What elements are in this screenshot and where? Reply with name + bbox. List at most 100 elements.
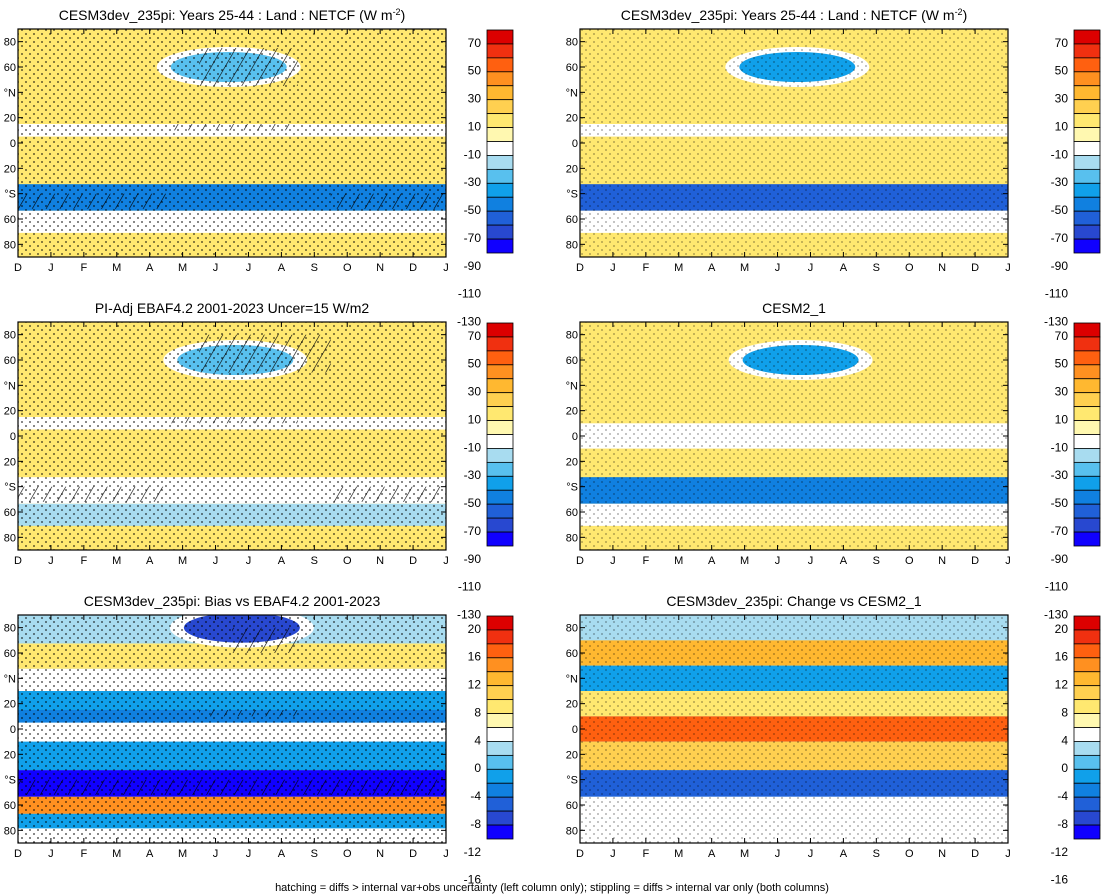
x-tick-label: D xyxy=(409,262,417,274)
colorbar-swatch xyxy=(486,57,514,73)
colorbar-label: -130 xyxy=(457,608,481,622)
x-tick-label: J xyxy=(246,555,252,567)
colorbar-swatch xyxy=(1073,196,1101,212)
colorbar-label: -12 xyxy=(464,845,482,859)
colorbar-swatch xyxy=(486,141,514,156)
colorbar-label: -90 xyxy=(464,552,482,566)
panel-6: CESM3dev_235pi: Change vs CESM2_1 D J F M A M J… xyxy=(566,593,1011,860)
colorbar-swatch xyxy=(486,741,514,756)
colorbar-label: -110 xyxy=(1045,580,1068,594)
y-tick-label: 60 xyxy=(4,507,16,519)
colorbar-label: -70 xyxy=(464,231,482,245)
y-tick-label: 60 xyxy=(566,800,578,812)
colorbar-label: 10 xyxy=(1055,119,1069,133)
stippling-overlay xyxy=(580,29,1008,257)
colorbar-swatch xyxy=(1073,364,1101,380)
colorbar-label: -4 xyxy=(470,789,481,803)
colorbar-swatch xyxy=(486,782,514,798)
colorbar-label: 16 xyxy=(468,650,482,664)
colorbar-swatch xyxy=(486,168,514,184)
y-tick-label: 20 xyxy=(4,163,16,175)
colorbar-swatch xyxy=(1073,489,1101,505)
x-tick-label: A xyxy=(840,262,848,274)
x-tick-label: A xyxy=(708,555,716,567)
x-tick-label: J xyxy=(443,262,449,274)
colorbar-swatch xyxy=(1073,810,1101,826)
x-tick-label: F xyxy=(642,848,649,860)
colorbar-swatch xyxy=(486,182,514,198)
colorbar-swatch xyxy=(1073,406,1101,421)
panel-title: CESM3dev_235pi: Years 25-44 : Land : NET… xyxy=(621,7,968,23)
colorbar-label: -12 xyxy=(1051,845,1069,859)
x-tick-label: J xyxy=(775,262,781,274)
colorbar-label: 10 xyxy=(468,119,482,133)
hatch-region xyxy=(199,710,298,717)
colorbar-label: 8 xyxy=(474,705,481,719)
x-tick-label: M xyxy=(740,262,749,274)
colorbar-label: -70 xyxy=(1051,524,1069,538)
colorbar-label: -4 xyxy=(1057,789,1068,803)
y-tick-label: 80 xyxy=(566,532,578,544)
x-tick-label: M xyxy=(674,555,683,567)
y-tick-label: 20 xyxy=(4,456,16,468)
x-tick-label: A xyxy=(278,848,286,860)
x-tick-label: N xyxy=(376,848,384,860)
colorbar-label: 20 xyxy=(468,622,482,636)
colorbar-swatch xyxy=(1073,713,1101,728)
panel-title-sup: -2 xyxy=(955,7,963,17)
x-tick-label: D xyxy=(14,555,22,567)
x-tick-label: D xyxy=(14,848,22,860)
x-tick-label: D xyxy=(971,848,979,860)
colorbar-swatch xyxy=(486,503,514,519)
colorbar-label: 10 xyxy=(1055,412,1069,426)
x-tick-label: A xyxy=(278,262,286,274)
colorbar-swatch xyxy=(486,336,514,352)
colorbar-swatch xyxy=(486,392,514,408)
y-tick-label: 20 xyxy=(4,749,16,761)
colorbar-label: -70 xyxy=(1051,231,1069,245)
x-tick-label: A xyxy=(278,555,286,567)
x-tick-label: M xyxy=(112,262,121,274)
colorbar-swatch xyxy=(1073,643,1101,659)
y-tick-label: 20 xyxy=(566,456,578,468)
colorbar-swatch xyxy=(1073,699,1101,714)
colorbar-swatch xyxy=(1073,322,1101,338)
colorbar-swatch xyxy=(486,475,514,491)
x-tick-label: O xyxy=(905,848,914,860)
colorbar-swatch xyxy=(486,99,514,115)
colorbar-swatch xyxy=(1073,378,1101,394)
colorbar-label: 0 xyxy=(1061,761,1068,775)
colorbar-label: 12 xyxy=(1055,678,1069,692)
colorbar-swatch xyxy=(1073,796,1101,812)
panel-title-main: CESM2_1 xyxy=(762,300,826,316)
y-tick-label: °N xyxy=(566,380,578,392)
x-tick-label: J xyxy=(775,555,781,567)
y-tick-label: 60 xyxy=(566,507,578,519)
colorbar-swatch xyxy=(486,210,514,226)
x-tick-label: M xyxy=(740,848,749,860)
x-tick-label: F xyxy=(80,262,87,274)
colorbar-swatch xyxy=(486,378,514,394)
x-tick-label: D xyxy=(409,555,417,567)
x-tick-label: M xyxy=(178,555,187,567)
x-tick-label: J xyxy=(775,848,781,860)
colorbar-swatch xyxy=(1073,824,1101,840)
colorbar-swatch xyxy=(1073,43,1101,59)
colorbar-label: -110 xyxy=(458,287,481,301)
panel-title: PI-Adj EBAF4.2 2001-2023 Uncer=15 W/m2 xyxy=(95,300,370,316)
x-tick-label: M xyxy=(674,848,683,860)
colorbar-swatch xyxy=(1073,29,1101,45)
colorbar-swatch xyxy=(1073,336,1101,352)
colorbar-swatch xyxy=(486,364,514,380)
panel-title-end: ) xyxy=(963,7,968,23)
x-tick-label: J xyxy=(246,848,252,860)
colorbar-swatch xyxy=(1073,182,1101,198)
x-tick-label: J xyxy=(443,555,449,567)
hatch-region xyxy=(330,486,446,502)
y-tick-label: °N xyxy=(4,673,16,685)
x-tick-label: A xyxy=(840,848,848,860)
panel-3: PI-Adj EBAF4.2 2001-2023 Uncer=15 W/m2 D J… xyxy=(4,300,449,567)
colorbar-swatch xyxy=(1073,768,1101,784)
x-tick-label: A xyxy=(708,262,716,274)
x-tick-label: F xyxy=(642,555,649,567)
